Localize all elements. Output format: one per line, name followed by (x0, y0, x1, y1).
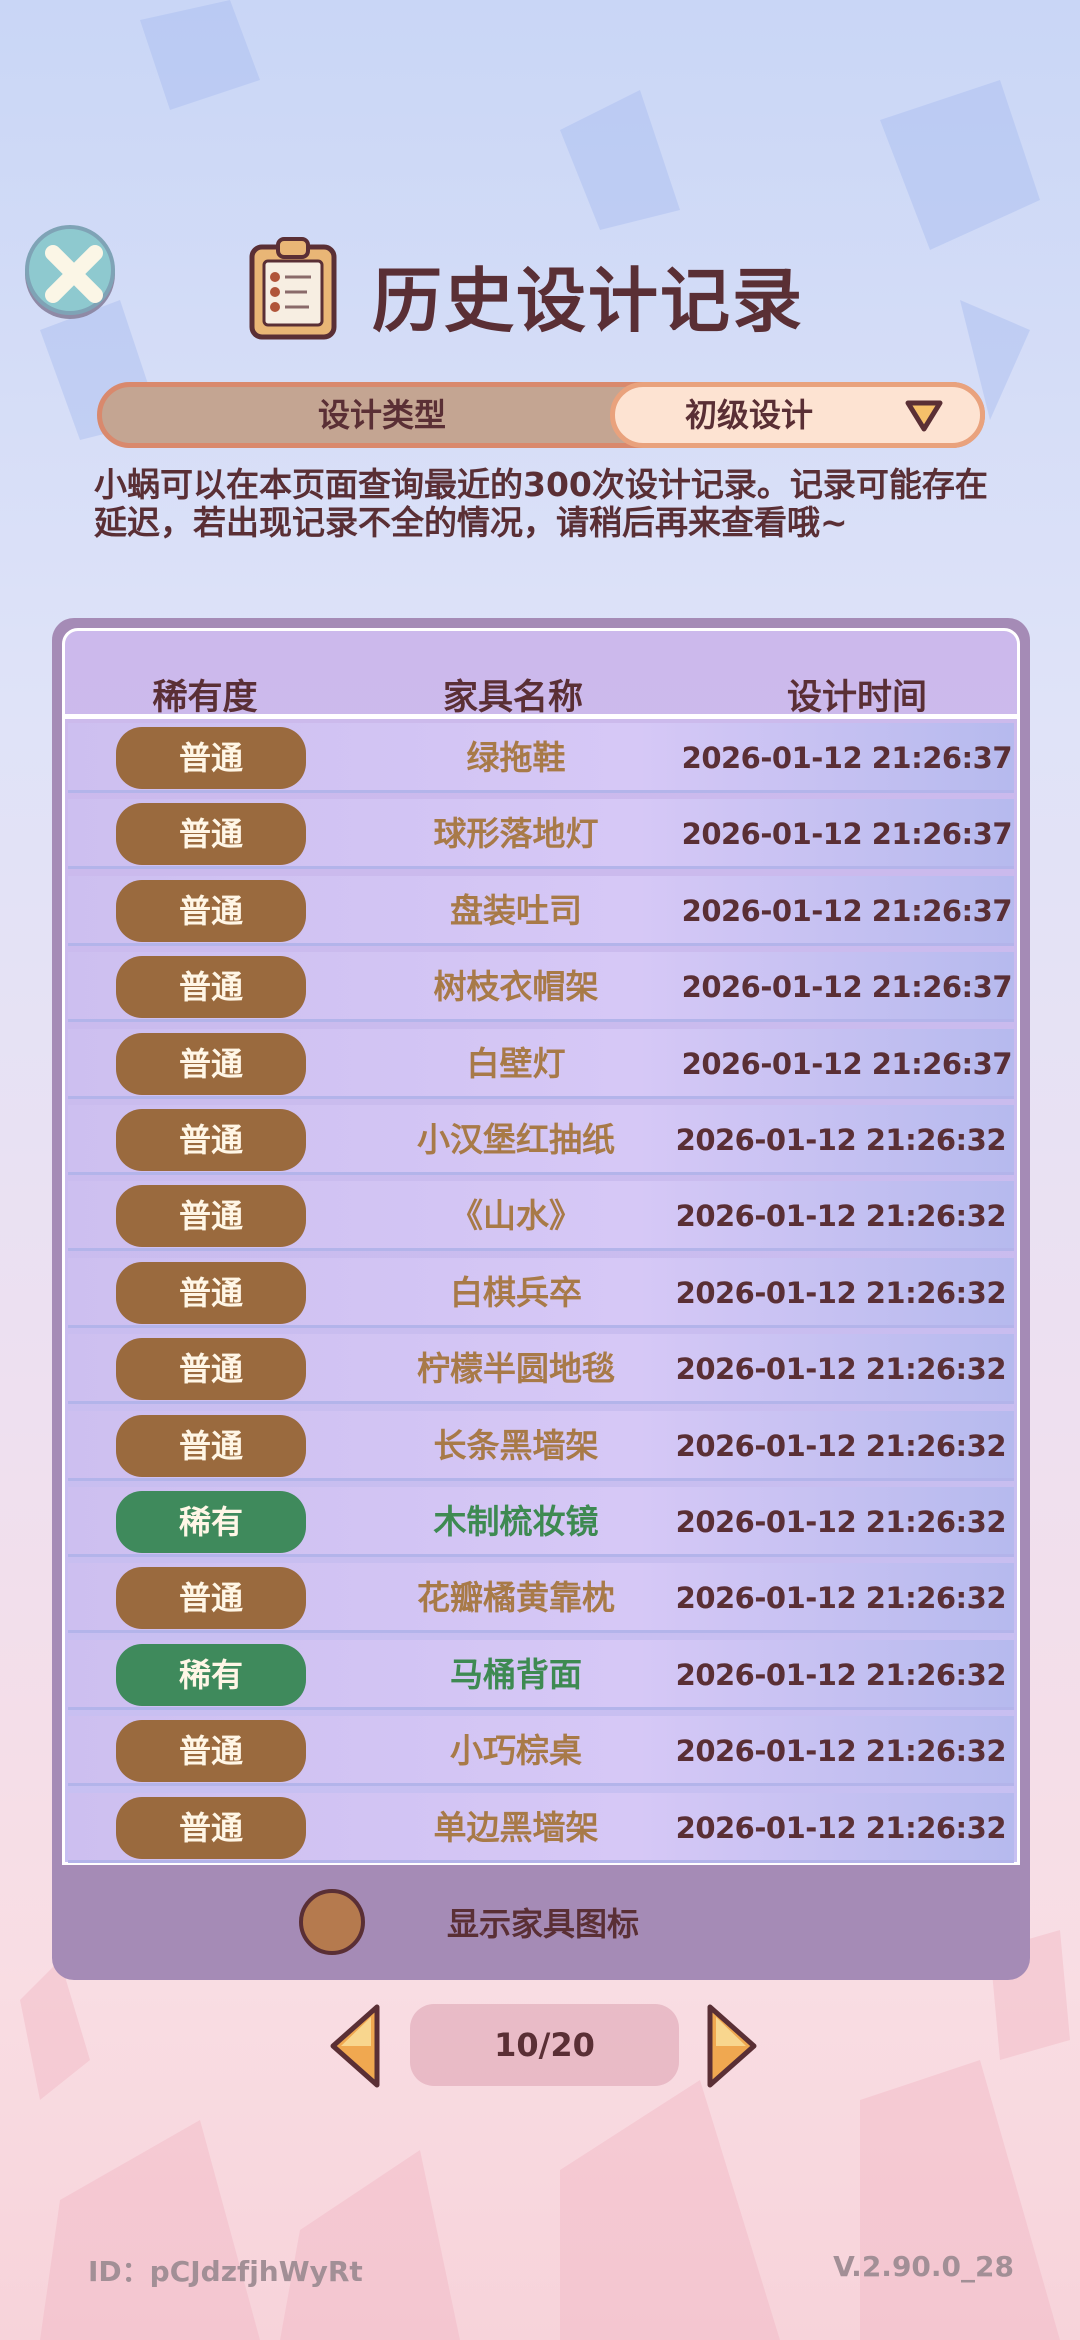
column-header-time: 设计时间 (786, 678, 928, 718)
rarity-badge: 普通 (116, 1720, 306, 1783)
table-row: 普通 长条黑墙架 2026-01-12 21:26:32 (68, 1410, 1014, 1481)
design-type-label: 设计类型 (317, 396, 446, 434)
rarity-badge: 普通 (116, 1032, 306, 1095)
column-header-name: 家具名称 (442, 678, 584, 718)
header-divider (65, 714, 1017, 719)
close-button[interactable] (25, 225, 115, 315)
close-icon (45, 245, 103, 303)
history-table: 稀有度 家具名称 设计时间 普通 绿拖鞋 2026-01-12 21:26:37… (62, 628, 1020, 1865)
table-row: 稀有 木制梳妆镜 2026-01-12 21:26:32 (68, 1487, 1014, 1557)
design-time: 2026-01-12 21:26:32 (675, 1123, 1007, 1157)
design-type-selector: 设计类型 初级设计 (97, 382, 985, 448)
rarity-badge: 普通 (116, 1261, 306, 1324)
rarity-badge: 普通 (116, 803, 306, 866)
prev-page-button[interactable] (325, 2003, 387, 2089)
furniture-name: 白壁灯 (466, 1043, 566, 1083)
rarity-badge: 普通 (116, 727, 306, 789)
furniture-name: 柠檬半圆地毯 (417, 1349, 615, 1389)
rarity-badge: 普通 (116, 956, 306, 1019)
design-time: 2026-01-12 21:26:32 (675, 1275, 1007, 1310)
table-row: 普通 白壁灯 2026-01-12 21:26:37 (68, 1028, 1014, 1099)
table-row: 普通 树枝衣帽架 2026-01-12 21:26:37 (68, 952, 1014, 1023)
page-title: 历史设计记录 (372, 260, 804, 342)
design-time: 2026-01-12 21:26:37 (681, 817, 1013, 852)
column-header-rarity: 稀有度 (152, 678, 258, 718)
design-type-dropdown[interactable]: 初级设计 (610, 382, 985, 448)
furniture-name: 木制梳妆镜 (433, 1502, 599, 1541)
rarity-badge: 普通 (116, 1338, 306, 1401)
table-row: 普通 绿拖鞋 2026-01-12 21:26:37 (68, 723, 1014, 793)
design-time: 2026-01-12 21:26:32 (675, 1352, 1007, 1387)
design-time: 2026-01-12 21:26:32 (675, 1581, 1007, 1616)
rarity-badge: 普通 (116, 1414, 306, 1477)
rarity-badge: 普通 (116, 1567, 306, 1630)
design-type-value: 初级设计 (685, 396, 814, 434)
toggle-circle[interactable] (299, 1889, 365, 1955)
toggle-label: 显示家具图标 (447, 1905, 640, 1943)
rarity-badge: 普通 (116, 1109, 306, 1171)
page-indicator: 10/20 (410, 2004, 679, 2086)
version-label: V.2.90.0_28 (833, 2250, 1014, 2283)
furniture-name: 《山水》 (450, 1196, 582, 1236)
design-time: 2026-01-12 21:26:32 (675, 1810, 1007, 1845)
design-time: 2026-01-12 21:26:32 (675, 1428, 1007, 1463)
furniture-name: 小汉堡红抽纸 (417, 1120, 615, 1159)
clipboard-icon (249, 237, 337, 340)
furniture-name: 盘装吐司 (450, 890, 582, 930)
triangle-down-icon (905, 400, 943, 432)
design-time: 2026-01-12 21:26:37 (681, 741, 1013, 775)
table-row: 普通 球形落地灯 2026-01-12 21:26:37 (68, 799, 1014, 870)
table-row: 普通 《山水》 2026-01-12 21:26:32 (68, 1181, 1014, 1252)
furniture-name: 树枝衣帽架 (433, 967, 599, 1007)
history-table-panel: 稀有度 家具名称 设计时间 普通 绿拖鞋 2026-01-12 21:26:37… (52, 618, 1030, 1980)
furniture-name: 绿拖鞋 (466, 738, 566, 777)
table-row: 普通 柠檬半圆地毯 2026-01-12 21:26:32 (68, 1334, 1014, 1405)
furniture-name: 球形落地灯 (433, 814, 599, 854)
design-time: 2026-01-12 21:26:37 (681, 1046, 1013, 1081)
design-time: 2026-01-12 21:26:37 (681, 970, 1013, 1005)
design-time: 2026-01-12 21:26:37 (681, 893, 1013, 928)
next-page-button[interactable] (700, 2003, 762, 2089)
design-time: 2026-01-12 21:26:32 (675, 1199, 1007, 1234)
table-row: 普通 盘装吐司 2026-01-12 21:26:37 (68, 875, 1014, 946)
table-row: 普通 小汉堡红抽纸 2026-01-12 21:26:32 (68, 1105, 1014, 1175)
table-row: 普通 白棋兵卒 2026-01-12 21:26:32 (68, 1257, 1014, 1328)
furniture-name: 长条黑墙架 (433, 1425, 599, 1465)
rarity-badge: 普通 (116, 1185, 306, 1248)
table-row: 普通 小巧棕桌 2026-01-12 21:26:32 (68, 1716, 1014, 1787)
rarity-badge: 稀有 (116, 1491, 306, 1553)
furniture-name: 小巧棕桌 (450, 1731, 582, 1771)
design-time: 2026-01-12 21:26:32 (675, 1657, 1007, 1692)
furniture-name: 花瓣橘黄靠枕 (417, 1578, 615, 1618)
table-row: 普通 单边黑墙架 2026-01-12 21:26:32 (68, 1792, 1014, 1863)
description-text: 小蜗可以在本页面查询最近的300次设计记录。记录可能存在延迟，若出现记录不全的情… (94, 465, 988, 542)
rarity-badge: 普通 (116, 1796, 306, 1859)
rarity-badge: 稀有 (116, 1643, 306, 1706)
show-furniture-icon-toggle[interactable]: 显示家具图标 (52, 1865, 1030, 1980)
table-row: 普通 花瓣橘黄靠枕 2026-01-12 21:26:32 (68, 1563, 1014, 1634)
furniture-name: 单边黑墙架 (433, 1807, 599, 1847)
furniture-name: 白棋兵卒 (450, 1272, 582, 1312)
furniture-name: 马桶背面 (450, 1654, 582, 1694)
rarity-badge: 普通 (116, 879, 306, 942)
design-time: 2026-01-12 21:26:32 (675, 1505, 1007, 1539)
design-time: 2026-01-12 21:26:32 (675, 1734, 1007, 1769)
user-id: ID：pCJdzfjhWyRt (88, 2255, 363, 2288)
table-row: 稀有 马桶背面 2026-01-12 21:26:32 (68, 1639, 1014, 1710)
